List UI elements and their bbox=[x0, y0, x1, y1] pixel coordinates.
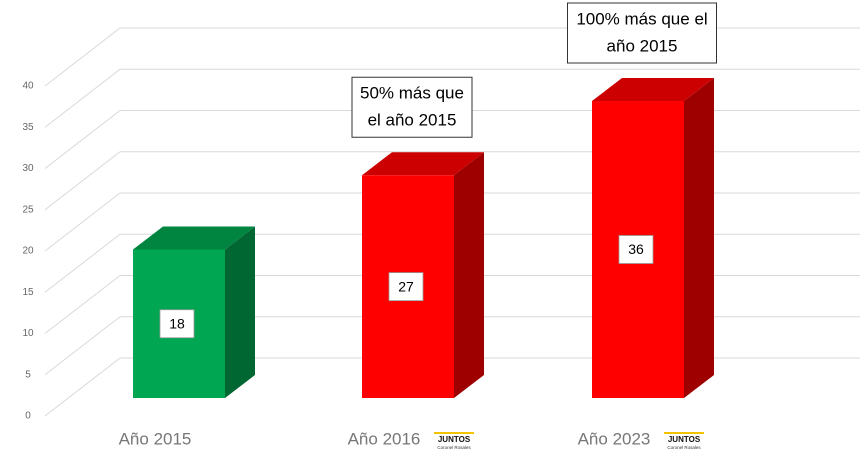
bar-top bbox=[362, 152, 484, 176]
annotation-text: 50% más que bbox=[360, 84, 464, 103]
x-tick-label: Año 2023 bbox=[578, 429, 651, 448]
logo-name: JUNTOS bbox=[668, 435, 701, 444]
grid-line bbox=[44, 110, 121, 169]
grid-line bbox=[44, 192, 121, 252]
x-tick-label: Año 2016 bbox=[348, 429, 421, 448]
grid-line bbox=[44, 151, 121, 211]
value-label: 18 bbox=[169, 315, 185, 331]
bar-side bbox=[684, 78, 714, 398]
logo-stripe bbox=[664, 432, 704, 434]
value-label-box bbox=[159, 309, 195, 339]
y-tick-label: 25 bbox=[22, 204, 34, 215]
annotation-box bbox=[351, 76, 473, 138]
grid-line bbox=[44, 275, 121, 334]
value-label: 36 bbox=[628, 241, 644, 257]
bar-side bbox=[225, 226, 255, 398]
grid-line bbox=[44, 316, 121, 376]
y-tick-label: 10 bbox=[22, 328, 34, 339]
annotation-text: el año 2015 bbox=[368, 111, 457, 130]
y-tick-label: 0 bbox=[25, 411, 31, 422]
grid-line bbox=[44, 357, 121, 417]
grid-line bbox=[44, 27, 121, 87]
value-label-box bbox=[618, 235, 654, 264]
bar-side bbox=[454, 152, 484, 398]
logo-tagline: Coronel Rosales bbox=[667, 445, 701, 450]
logo-tagline: Coronel Rosales bbox=[437, 445, 471, 450]
y-tick-label: 30 bbox=[22, 163, 34, 174]
annotation-text: año 2015 bbox=[607, 36, 678, 55]
annotation-box bbox=[567, 2, 717, 64]
bar-top bbox=[133, 226, 255, 250]
y-tick-label: 5 bbox=[25, 369, 31, 380]
grid-line bbox=[44, 68, 121, 128]
annotation-text: 100% más que el bbox=[576, 9, 707, 28]
logo-stripe bbox=[434, 432, 474, 434]
y-tick-label: 15 bbox=[22, 287, 34, 298]
grid-line bbox=[44, 233, 121, 293]
y-tick-label: 35 bbox=[22, 122, 34, 133]
logo-name: JUNTOS bbox=[438, 435, 471, 444]
x-tick-label: Año 2015 bbox=[119, 429, 192, 448]
bar-top bbox=[592, 78, 714, 101]
y-tick-label: 40 bbox=[22, 81, 34, 92]
y-tick-label: 20 bbox=[22, 246, 34, 257]
value-label: 27 bbox=[398, 278, 414, 294]
value-label-box bbox=[388, 272, 424, 302]
